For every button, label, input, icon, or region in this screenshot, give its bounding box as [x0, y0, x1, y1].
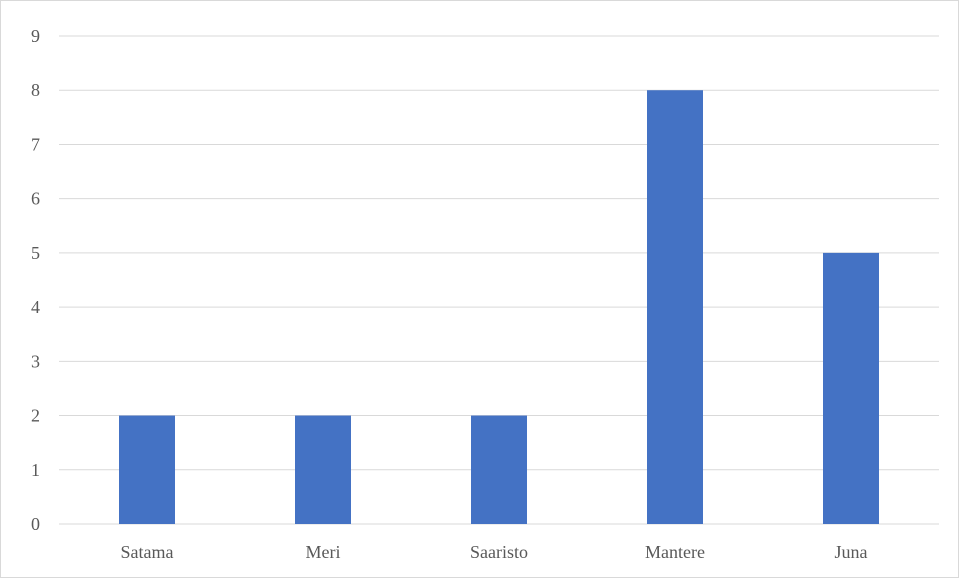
gridlines: [59, 35, 939, 525]
x-category-label: Saaristo: [470, 542, 528, 562]
y-tick-label: 1: [31, 460, 40, 480]
x-axis-category-labels: Satama Meri Saaristo Mantere Juna: [121, 542, 868, 562]
x-category-label: Satama: [121, 542, 174, 562]
bar-satama: [119, 415, 175, 524]
bar-mantere: [647, 90, 703, 524]
y-tick-label: 7: [31, 134, 40, 154]
bar-juna: [823, 252, 879, 524]
y-axis-tick-labels: 0 1 2 3 4 5 6 7 8 9: [31, 26, 40, 534]
y-tick-label: 3: [31, 351, 40, 371]
y-tick-label: 9: [31, 26, 40, 46]
y-tick-label: 0: [31, 514, 40, 534]
bar-meri: [295, 415, 351, 524]
x-category-label: Juna: [835, 542, 868, 562]
bar-saaristo: [471, 415, 527, 524]
y-tick-label: 8: [31, 80, 40, 100]
y-tick-label: 5: [31, 243, 40, 263]
bars: [119, 90, 879, 524]
y-tick-label: 6: [31, 189, 40, 209]
x-category-label: Meri: [306, 542, 341, 562]
y-tick-label: 2: [31, 406, 40, 426]
y-tick-label: 4: [31, 297, 40, 317]
x-category-label: Mantere: [645, 542, 705, 562]
